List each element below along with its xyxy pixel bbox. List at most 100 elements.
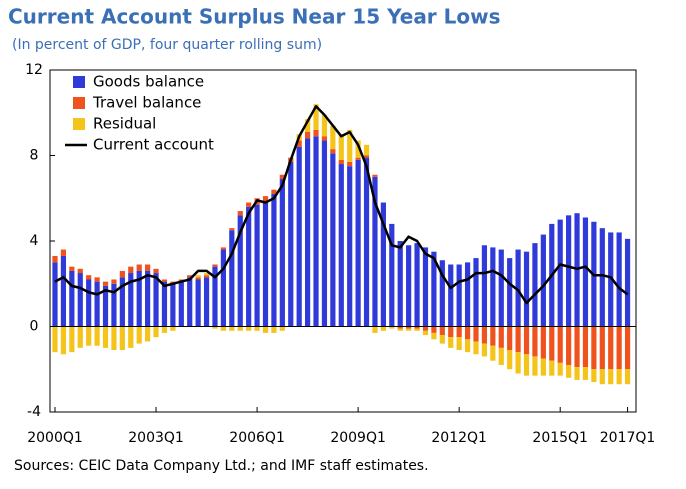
bar-segment — [372, 326, 378, 333]
bar-segment — [608, 369, 614, 385]
bar-segment — [94, 281, 100, 327]
bar-segment — [414, 326, 420, 329]
bar-segment — [540, 358, 546, 376]
bar-segment — [254, 326, 260, 331]
bar-segment — [330, 153, 336, 327]
bar-segment — [145, 326, 151, 342]
bar-segment — [473, 258, 479, 327]
bar-segment — [523, 251, 530, 327]
bar-segment — [203, 273, 210, 276]
bar-segment — [532, 326, 538, 357]
bar-segment — [203, 277, 210, 327]
bar-segment — [355, 157, 361, 160]
bar-segment — [406, 328, 412, 331]
bar-segment — [540, 326, 546, 359]
y-tick-label: 8 — [30, 148, 39, 164]
bar-segment — [574, 326, 580, 368]
bar-segment — [220, 247, 226, 250]
bar-segment — [69, 266, 75, 271]
bar-segment — [582, 217, 589, 327]
bar-segment — [422, 326, 429, 331]
bar-segment — [523, 326, 530, 355]
bar-segment — [119, 270, 125, 278]
bar-segment — [490, 247, 496, 327]
bar-segment — [60, 326, 67, 355]
legend-label: Goods balance — [93, 73, 204, 91]
bar-segment — [397, 328, 403, 331]
bar-segment — [473, 341, 479, 355]
bar-segment — [161, 279, 168, 282]
bar-segment — [498, 249, 504, 327]
bar-segment — [313, 104, 319, 130]
bar-segment — [305, 119, 311, 132]
bar-segment — [246, 202, 252, 207]
bar-segment — [422, 247, 429, 327]
bar-segment — [566, 364, 572, 378]
bar-segment — [203, 275, 210, 278]
legend-swatch — [73, 76, 85, 88]
bar-segment — [229, 230, 235, 327]
bar-segment — [490, 326, 496, 346]
bar-segment — [380, 202, 386, 327]
y-tick-label: 0 — [30, 319, 39, 335]
bar-segment — [86, 279, 92, 327]
bar-segment — [279, 174, 285, 180]
bar-segment — [77, 268, 83, 274]
x-tick-label: 2003Q1 — [128, 430, 184, 446]
bar-segment — [347, 161, 353, 167]
bar-segment — [406, 245, 412, 327]
bar-segment — [170, 326, 176, 331]
x-tick-label: 2000Q1 — [27, 430, 83, 446]
bar-segment — [77, 273, 83, 327]
bar-segment — [212, 326, 218, 329]
bar-segment — [136, 326, 142, 344]
bar-segment — [380, 326, 386, 331]
bar-segment — [448, 326, 454, 338]
bar-segment — [456, 337, 462, 351]
y-tick-label: 12 — [25, 62, 43, 78]
bar-segment — [330, 125, 336, 150]
bar-segment — [237, 326, 243, 331]
bar-segment — [305, 138, 311, 327]
bar-segment — [456, 264, 462, 327]
bar-segment — [549, 326, 555, 361]
bar-segment — [582, 326, 589, 368]
bar-segment — [422, 330, 429, 336]
bar-segment — [136, 270, 142, 327]
bar-segment — [616, 232, 622, 327]
bar-segment — [363, 157, 370, 327]
bar-segment — [246, 326, 252, 331]
bar-segment — [262, 196, 269, 203]
bar-segment — [549, 360, 555, 376]
bar-segment — [515, 249, 521, 327]
bar-segment — [271, 193, 277, 327]
bar-segment — [52, 326, 58, 353]
chart-subtitle: (In percent of GDP, four quarter rolling… — [12, 37, 322, 53]
bar-segment — [195, 279, 201, 327]
bar-segment — [347, 166, 353, 327]
bar-segment — [582, 367, 589, 380]
bar-segment — [313, 136, 319, 327]
bar-segment — [557, 219, 563, 327]
bar-segment — [397, 241, 403, 327]
bar-segment — [212, 266, 218, 327]
bar-segment — [574, 367, 580, 380]
bar-segment — [52, 262, 58, 327]
bar-segment — [111, 326, 117, 351]
bar-segment — [212, 264, 218, 267]
bar-segment — [599, 369, 605, 385]
bar-segment — [279, 179, 285, 327]
bar-segment — [321, 136, 328, 141]
bar-segment — [389, 326, 395, 329]
bar-segment — [624, 369, 631, 385]
source-note: Sources: CEIC Data Company Ltd.; and IMF… — [14, 458, 429, 474]
bar-segment — [624, 326, 631, 370]
bar-segment — [111, 283, 117, 327]
bar-segment — [498, 326, 504, 348]
bar-segment — [448, 264, 454, 327]
bar-segment — [77, 326, 83, 348]
bar-segment — [338, 134, 344, 160]
bar-segment — [187, 275, 193, 278]
bar-segment — [246, 206, 252, 327]
x-tick-label: 2012Q1 — [431, 430, 487, 446]
